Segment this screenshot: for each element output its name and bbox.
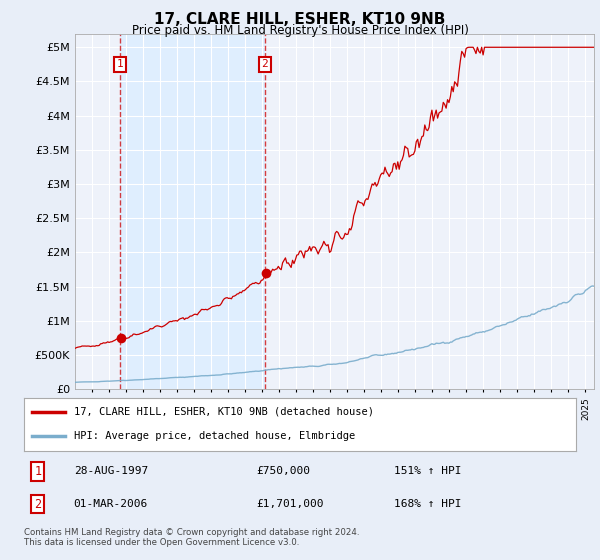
Text: HPI: Average price, detached house, Elmbridge: HPI: Average price, detached house, Elmb…	[74, 431, 355, 441]
Text: 17, CLARE HILL, ESHER, KT10 9NB (detached house): 17, CLARE HILL, ESHER, KT10 9NB (detache…	[74, 407, 374, 417]
Bar	[120, 34, 265, 389]
Text: 1: 1	[116, 59, 124, 69]
Text: £750,000: £750,000	[256, 466, 310, 476]
Text: 168% ↑ HPI: 168% ↑ HPI	[394, 499, 461, 509]
Text: Contains HM Land Registry data © Crown copyright and database right 2024.
This d: Contains HM Land Registry data © Crown c…	[24, 528, 359, 547]
Text: 28-AUG-1997: 28-AUG-1997	[74, 466, 148, 476]
Text: £1,701,000: £1,701,000	[256, 499, 323, 509]
Text: 2: 2	[262, 59, 268, 69]
Text: 1: 1	[34, 465, 41, 478]
Text: Price paid vs. HM Land Registry's House Price Index (HPI): Price paid vs. HM Land Registry's House …	[131, 24, 469, 36]
Text: 17, CLARE HILL, ESHER, KT10 9NB: 17, CLARE HILL, ESHER, KT10 9NB	[154, 12, 446, 27]
Text: 01-MAR-2006: 01-MAR-2006	[74, 499, 148, 509]
Text: 151% ↑ HPI: 151% ↑ HPI	[394, 466, 461, 476]
Text: 2: 2	[34, 497, 41, 511]
